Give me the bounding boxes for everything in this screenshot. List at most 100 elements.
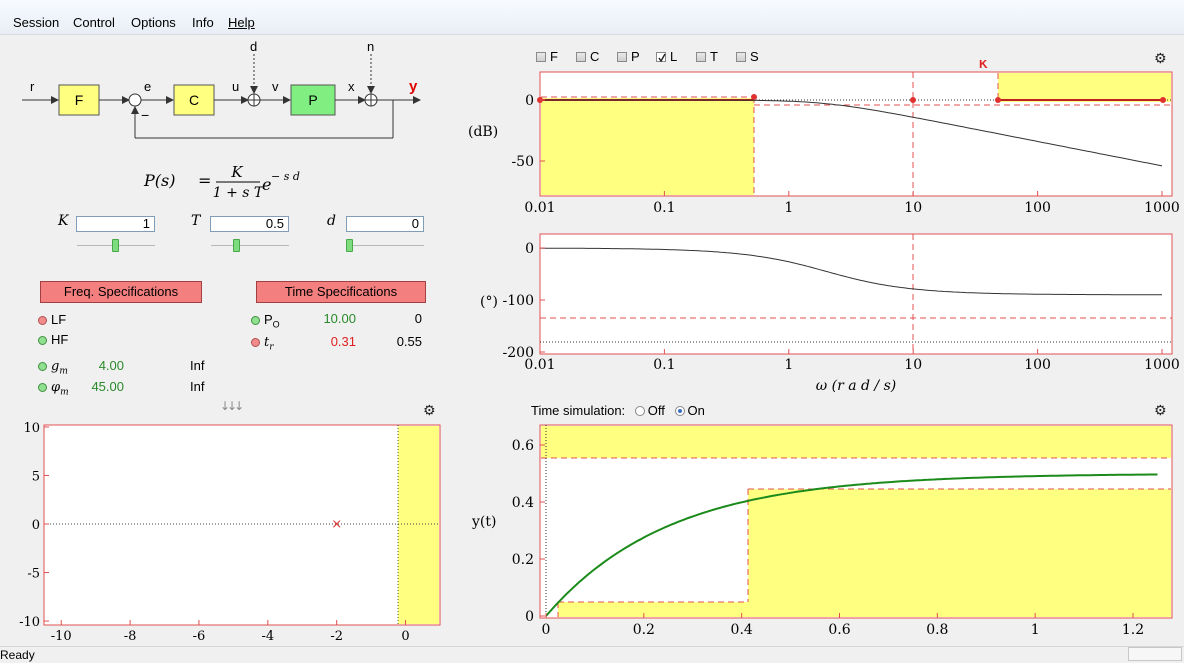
spec-gm-limit: Inf xyxy=(190,358,205,373)
spec-po-value[interactable]: 10.00 xyxy=(323,311,356,326)
collapse-arrows-icon[interactable]: ↓↓↓ xyxy=(220,399,244,413)
signal-x: x xyxy=(348,79,355,94)
block-c[interactable] xyxy=(173,84,215,116)
mag-axis-ticks: 0.01 0.1 1 10 100 1000 0 -50 xyxy=(511,93,1179,216)
bode-magnitude-plot[interactable]: K (dB) 0.01 0.1 1 10 100 1000 0 -50 xyxy=(460,60,1180,220)
check-s-label: S xyxy=(750,49,759,64)
signal-v: v xyxy=(272,79,279,94)
bode-phase-plot[interactable]: (°) ω (r a d / s) 0.01 0.1 1 10 100 1000 0 -100… xyxy=(460,230,1180,400)
spec-phase-margin[interactable]: φm xyxy=(38,378,69,398)
sum-junction-e xyxy=(128,93,142,107)
check-t[interactable]: T xyxy=(696,49,718,65)
spec-lf[interactable]: LF xyxy=(38,311,66,329)
spec-gm-label: g xyxy=(51,359,60,374)
step-response-plot[interactable]: y(t) 0 0.2 0.4 0.6 0.8 1 1.2 0.6 0.4 0.2 0 xyxy=(460,418,1180,646)
param-k-slider[interactable] xyxy=(111,239,119,252)
checkbox-l[interactable] xyxy=(656,51,666,62)
phase-plot-area[interactable] xyxy=(539,233,1173,355)
check-p[interactable]: P xyxy=(617,49,640,65)
mag-ytick: -50 xyxy=(511,154,534,170)
checkbox-f[interactable] xyxy=(536,51,546,62)
mag-hf-region xyxy=(998,73,1171,102)
check-l[interactable]: L xyxy=(656,49,677,65)
time-simulation-header: Time simulation: Off On xyxy=(531,403,705,419)
param-k-input[interactable]: 1 xyxy=(76,216,155,232)
formula-eq: = xyxy=(198,171,211,190)
radio-off-label[interactable]: Off xyxy=(647,403,665,418)
check-f[interactable]: F xyxy=(536,49,558,65)
menu-control[interactable]: Control xyxy=(73,15,115,30)
step-response-curve xyxy=(545,473,1158,617)
spec-po-label: P xyxy=(264,312,273,327)
plant-formula: P(s) = K 1 + s T e − s d xyxy=(143,163,300,200)
spec-hf[interactable]: HF xyxy=(38,331,68,349)
phase-ytick: -200 xyxy=(503,345,534,361)
spec-gain-margin[interactable]: gm xyxy=(38,357,68,377)
param-t-slider-track[interactable] xyxy=(211,245,289,246)
menu-session[interactable]: Session xyxy=(13,15,60,30)
formula-exp-base: e xyxy=(262,175,271,194)
phase-xtick: 100 xyxy=(1024,357,1051,373)
spec-tr-sub: r xyxy=(269,342,274,353)
menu-options[interactable]: Options xyxy=(131,15,176,30)
checkbox-s[interactable] xyxy=(736,51,746,62)
pz-pole-marker[interactable]: × xyxy=(331,517,342,532)
formula-num: K xyxy=(230,163,243,181)
signal-d: d xyxy=(250,39,257,54)
phase-xtick: 1 xyxy=(784,357,793,373)
time-rise-region xyxy=(748,489,1171,617)
param-t-label: T xyxy=(191,213,201,229)
param-d-slider-track[interactable] xyxy=(347,245,424,246)
freq-specifications-button[interactable]: Freq. Specifications xyxy=(40,281,202,303)
mag-xtick: 0.01 xyxy=(524,200,555,216)
spec-po-actual: 0 xyxy=(414,311,422,326)
spec-tr-value[interactable]: 0.31 xyxy=(330,334,356,349)
spec-gm-value[interactable]: 4.00 xyxy=(98,358,124,373)
pz-ytick: -10 xyxy=(19,615,40,630)
time-xtick: 1.2 xyxy=(1122,622,1144,638)
menu-help[interactable]: Help xyxy=(228,15,255,30)
status-text: Ready xyxy=(0,648,35,662)
menu-bar: Session Control Options Info Help xyxy=(0,0,1184,35)
radio-on-label[interactable]: On xyxy=(687,403,705,418)
time-settings-gear-icon[interactable]: ⚙ xyxy=(1154,403,1167,419)
radio-off[interactable] xyxy=(634,405,645,416)
checkbox-t[interactable] xyxy=(696,51,706,62)
time-specifications-button[interactable]: Time Specifications xyxy=(256,281,426,303)
phase-xtick: 0.01 xyxy=(524,357,555,373)
mag-xtick: 100 xyxy=(1024,200,1051,216)
param-t-input[interactable]: 0.5 xyxy=(210,216,289,232)
mag-ytick: 0 xyxy=(525,93,534,109)
time-ytick: 0.6 xyxy=(512,438,534,454)
param-d-slider[interactable] xyxy=(346,239,353,252)
check-s[interactable]: S xyxy=(736,49,759,65)
checkbox-c[interactable] xyxy=(576,51,586,62)
pz-forbidden-region xyxy=(398,426,439,624)
pz-axis-ticks: -10 -8 -6 -4 -2 0 10 5 0 -5 -10 xyxy=(19,421,410,644)
spec-hf-label: HF xyxy=(51,332,69,347)
block-p[interactable] xyxy=(290,84,336,116)
spec-overshoot[interactable]: PO xyxy=(251,311,280,330)
param-d-input[interactable]: 0 xyxy=(346,216,424,232)
time-ytick: 0.4 xyxy=(512,495,534,511)
time-ylabel: y(t) xyxy=(471,514,496,530)
check-c[interactable]: C xyxy=(576,49,599,65)
checkbox-p[interactable] xyxy=(617,51,627,62)
param-d-label: d xyxy=(327,213,336,229)
time-overshoot-region xyxy=(541,426,1171,458)
pz-plot-area[interactable] xyxy=(43,424,441,626)
time-axis-ticks: 0 0.2 0.4 0.6 0.8 1 1.2 0.6 0.4 0.2 0 xyxy=(512,438,1144,638)
bode-settings-gear-icon[interactable]: ⚙ xyxy=(1154,51,1167,67)
spec-pm-value[interactable]: 45.00 xyxy=(91,379,124,394)
spec-rise-time[interactable]: tr xyxy=(251,333,274,353)
radio-on[interactable] xyxy=(674,405,685,416)
param-t-slider[interactable] xyxy=(233,239,241,252)
pole-zero-plot[interactable]: -10 -8 -6 -4 -2 0 10 5 0 -5 -10 × xyxy=(0,418,445,646)
signal-n: n xyxy=(367,39,374,54)
menu-info[interactable]: Info xyxy=(192,15,214,30)
formula-den: 1 + s T xyxy=(213,185,265,200)
block-c-label: C xyxy=(189,92,199,108)
pz-settings-gear-icon[interactable]: ⚙ xyxy=(423,403,436,419)
pz-xtick: 0 xyxy=(401,629,409,644)
spec-tr-actual: 0.55 xyxy=(396,334,422,349)
